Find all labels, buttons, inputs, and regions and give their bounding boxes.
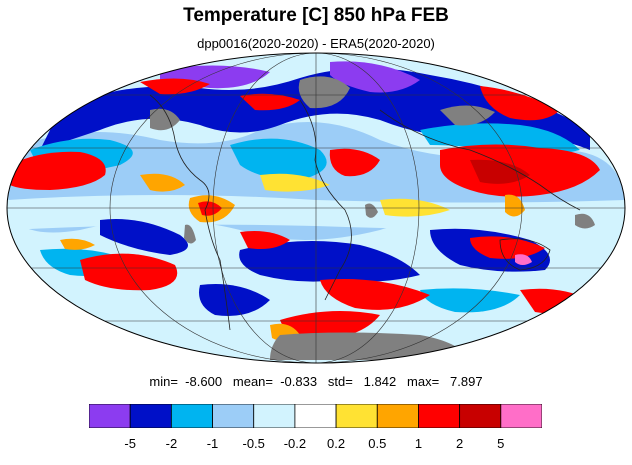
chart-title: Temperature [C] 850 hPa FEB	[183, 5, 449, 26]
colorbar-swatch	[335, 404, 378, 428]
field-patch	[470, 159, 530, 184]
field-patch	[505, 194, 525, 217]
field-patch	[240, 231, 290, 249]
missing-data	[298, 76, 350, 109]
colorbar-swatch	[418, 404, 461, 428]
colorbar-tick-label: 5	[497, 436, 505, 451]
colorbar-swatch	[170, 404, 213, 428]
field-patch	[100, 219, 188, 255]
coastline-australia	[499, 238, 551, 271]
map-grid	[7, 53, 625, 363]
field-patch	[198, 201, 222, 216]
colorbar-tick-label: 2	[455, 436, 464, 451]
colorbar-swatch	[212, 404, 255, 428]
colorbar-swatch	[294, 404, 337, 428]
field-patch	[330, 61, 420, 93]
colorbar-swatch	[89, 404, 131, 428]
coastline-asia	[379, 109, 581, 211]
field-patch	[140, 173, 185, 192]
field-patch	[239, 241, 420, 282]
missing-data	[184, 224, 196, 244]
field-patch	[420, 123, 580, 155]
field-patch	[230, 138, 327, 180]
colorbar-swatch	[459, 404, 502, 428]
colorbar-tick-label: -2	[165, 436, 178, 451]
colorbar-labels: -5 -2 -1 -0.5 -0.2 0.2 0.5 1 2 5	[0, 436, 632, 454]
colorbar-tick-label: 0.2	[327, 436, 346, 451]
colorbar-tick-label: -0.2	[283, 436, 307, 451]
colorbar	[89, 404, 542, 428]
colorbar-swatch	[129, 404, 172, 428]
colorbar-tick-label: -5	[124, 436, 136, 451]
field-patch	[199, 284, 270, 316]
colorbar-tick-label: 1	[414, 436, 423, 451]
missing-data	[270, 332, 470, 360]
field-patch	[140, 78, 210, 95]
colorbar-swatch	[376, 404, 419, 428]
statistics-line: min= -8.600 mean= -0.833 std= 1.842 max=…	[149, 374, 483, 389]
missing-data	[365, 203, 378, 218]
colorbar-tick-label: 0.5	[368, 436, 387, 451]
missing-data	[150, 108, 180, 131]
missing-data	[575, 213, 595, 229]
field-patch	[10, 151, 106, 190]
field-patch	[60, 238, 95, 250]
chart-subtitle: dpp0016(2020-2020) - ERA5(2020-2020)	[197, 36, 435, 51]
colorbar-tick-label: -0.5	[242, 436, 265, 451]
coastline-africa-europe	[299, 99, 352, 301]
bias-field	[8, 61, 625, 360]
field-patch	[329, 148, 380, 177]
coastline-americas	[149, 94, 231, 331]
missing-data	[440, 105, 495, 126]
colorbar-swatch	[253, 404, 296, 428]
colorbar-swatch	[500, 404, 542, 428]
field-patch	[515, 254, 532, 265]
field-patch	[260, 173, 330, 192]
field-patch	[420, 288, 520, 313]
field-patch	[8, 195, 625, 230]
colorbar-tick-label: -1	[206, 436, 219, 451]
globe-outline	[6, 52, 626, 364]
field-patch	[320, 279, 430, 310]
field-patch	[240, 93, 300, 111]
field-patch	[470, 236, 545, 259]
field-patch	[480, 86, 560, 121]
coastlines	[149, 94, 581, 331]
